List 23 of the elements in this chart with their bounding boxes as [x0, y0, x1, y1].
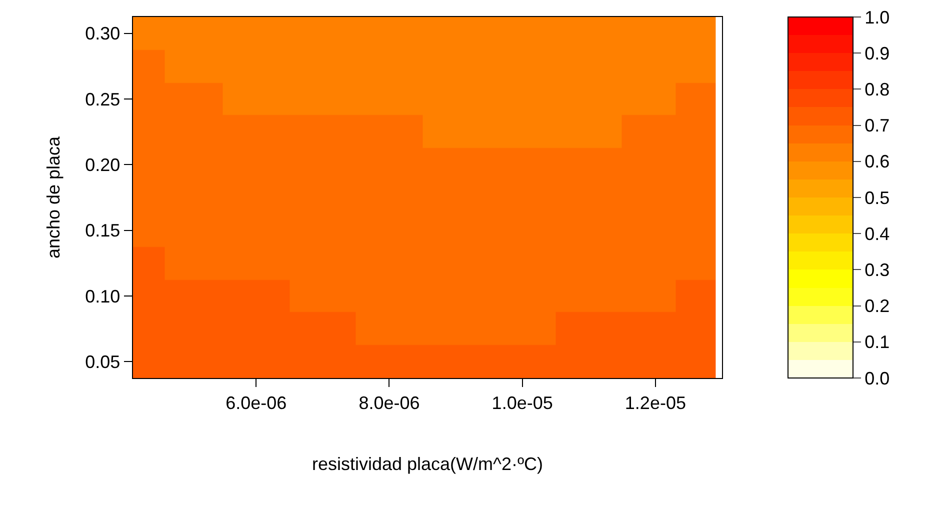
y-tick-label: 0.15	[85, 220, 120, 241]
y-tick-label: 0.05	[85, 352, 120, 372]
color-bar-label: 1.0	[864, 7, 890, 28]
color-bar-label: 0.0	[864, 368, 890, 388]
color-bar-label: 0.3	[864, 260, 890, 280]
color-bar-label: 0.4	[864, 224, 890, 244]
color-bar-label: 0.9	[864, 43, 890, 64]
color-bar-label: 0.5	[864, 188, 890, 208]
color-bar-label: 0.1	[864, 332, 890, 352]
x-axis-title: resistividad placa(W/m^2·ºC)	[312, 454, 544, 474]
color-bar-label: 0.7	[864, 116, 890, 136]
y-tick-label: 0.20	[85, 154, 120, 175]
color-bar-label: 0.8	[864, 80, 890, 100]
y-axis-title: ancho de placa	[43, 135, 64, 259]
y-tick-label: 0.25	[85, 89, 120, 110]
y-tick-label: 0.30	[85, 24, 120, 44]
color-bar-label: 0.2	[864, 296, 890, 316]
y-tick-label: 0.10	[85, 286, 120, 306]
x-tick-label: 6.0e-06	[226, 392, 287, 413]
x-tick-label: 1.2e-05	[624, 392, 686, 413]
x-tick-label: 1.0e-05	[492, 392, 553, 413]
color-bar-label: 0.6	[864, 152, 890, 172]
x-tick-label: 8.0e-06	[358, 392, 420, 413]
